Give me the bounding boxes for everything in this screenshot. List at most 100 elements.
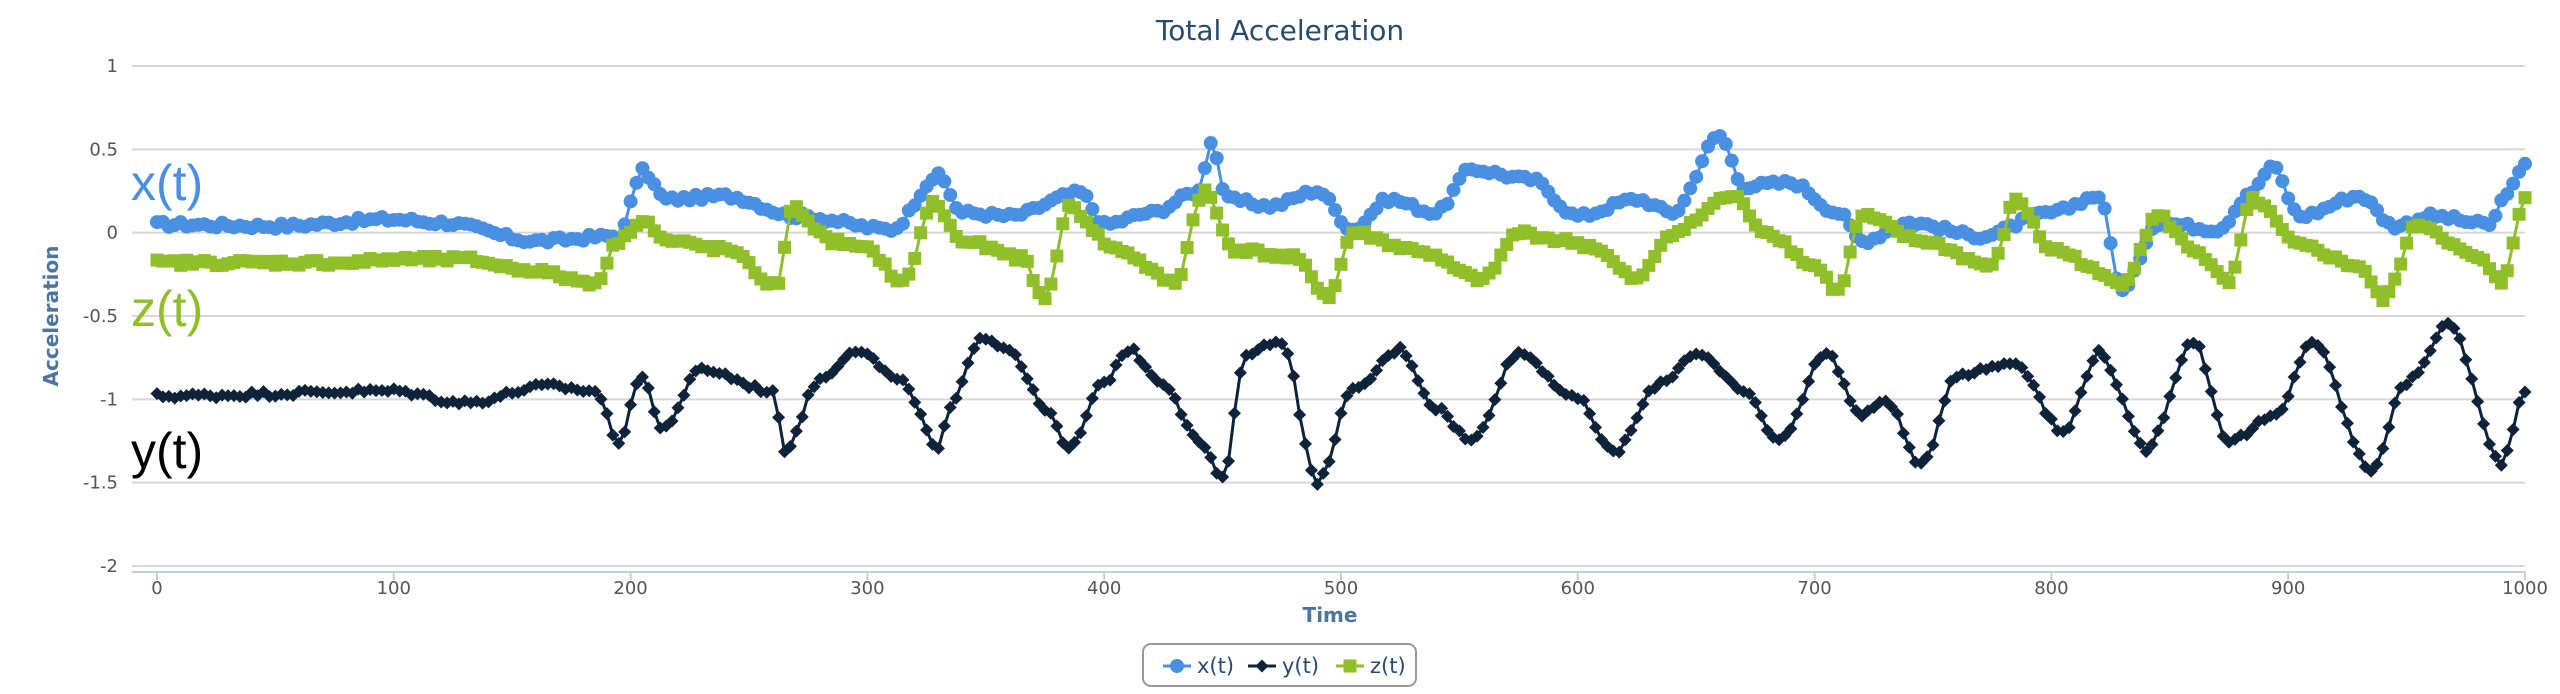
data-point	[1310, 477, 1324, 491]
x-tick-label: 300	[850, 578, 884, 599]
data-point	[641, 381, 655, 395]
data-point	[1724, 153, 1739, 168]
data-point	[931, 441, 945, 455]
data-point	[1831, 365, 1845, 379]
data-point	[1085, 391, 1099, 405]
data-point	[1204, 451, 1218, 465]
data-point	[961, 356, 975, 370]
data-point	[801, 388, 815, 402]
data-point	[2127, 424, 2141, 438]
data-point	[2080, 369, 2094, 383]
data-point	[908, 395, 922, 409]
data-point	[2228, 260, 2242, 274]
legend-label: y(t)	[1282, 654, 1319, 678]
data-point	[1293, 408, 1307, 422]
legend-item[interactable]: y(t)	[1248, 654, 1319, 678]
data-point	[1926, 438, 1940, 452]
data-point	[766, 384, 780, 398]
data-point	[2382, 285, 2396, 299]
data-point	[1760, 423, 1774, 437]
data-point	[1209, 151, 1224, 166]
data-point	[1748, 395, 1762, 409]
data-point	[2033, 390, 2047, 404]
legend-item[interactable]: z(t)	[1336, 654, 1406, 678]
data-point	[2127, 261, 2141, 275]
data-point	[1612, 445, 1626, 459]
data-point	[1340, 389, 1354, 403]
x-tick-label: 0	[151, 578, 162, 599]
data-point	[1991, 246, 2005, 260]
legend-item[interactable]: x(t)	[1163, 654, 1234, 678]
data-point	[1452, 424, 1466, 438]
data-point	[2500, 443, 2514, 457]
data-point	[1287, 369, 1301, 383]
data-point	[1139, 360, 1153, 374]
x-tick-label: 400	[1087, 578, 1121, 599]
data-point	[2104, 363, 2118, 377]
data-point	[2388, 272, 2402, 286]
data-point	[1186, 213, 1200, 227]
data-point	[1050, 249, 1064, 263]
data-point	[908, 251, 922, 265]
data-point	[1589, 420, 1603, 434]
data-point	[1618, 433, 1632, 447]
data-point	[2027, 378, 2041, 392]
data-point	[2518, 385, 2532, 399]
data-point	[1932, 414, 1946, 428]
data-point	[1334, 257, 1348, 271]
data-point	[1920, 450, 1934, 464]
data-point	[1198, 440, 1212, 454]
data-point	[1079, 409, 1093, 423]
data-point	[2506, 236, 2520, 250]
data-point	[2033, 230, 2047, 244]
data-point	[1754, 409, 1768, 423]
data-point	[2370, 457, 2384, 471]
series-0	[150, 129, 2532, 298]
data-point	[2015, 361, 2029, 375]
data-point	[1648, 249, 1662, 263]
legend[interactable]: x(t) y(t) z(t)	[1142, 643, 1417, 687]
data-point	[623, 194, 638, 209]
data-point	[2323, 360, 2337, 374]
data-point	[1624, 423, 1638, 437]
chart-title: Total Acceleration	[1155, 14, 1404, 47]
data-point	[937, 419, 951, 433]
data-point	[2512, 395, 2526, 409]
data-point	[772, 410, 786, 424]
data-point	[772, 276, 786, 290]
data-point	[1446, 182, 1461, 197]
data-point	[2169, 371, 2183, 385]
data-point	[629, 175, 644, 190]
data-point	[778, 240, 792, 254]
data-point	[2506, 176, 2521, 191]
data-point	[1784, 422, 1798, 436]
data-point	[949, 391, 963, 405]
data-point	[1529, 356, 1543, 370]
data-point	[1482, 408, 1496, 422]
data-point	[1411, 374, 1425, 388]
data-point	[1044, 406, 1058, 420]
data-point	[2275, 174, 2290, 189]
data-point	[1494, 248, 1508, 262]
data-point	[612, 436, 626, 450]
data-point	[1079, 188, 1094, 203]
data-point	[1470, 429, 1484, 443]
data-point	[1802, 374, 1816, 388]
data-point	[2394, 257, 2408, 271]
data-point	[499, 385, 513, 399]
data-point	[1476, 420, 1490, 434]
legend-box	[1142, 643, 1417, 687]
data-point	[624, 398, 638, 412]
data-point	[2157, 411, 2171, 425]
data-point	[1020, 254, 1034, 268]
data-point	[1885, 400, 1899, 414]
data-point	[1370, 363, 1384, 377]
data-point	[635, 370, 649, 384]
data-point	[1494, 376, 1508, 390]
data-point	[1435, 401, 1449, 415]
data-point	[2400, 236, 2414, 250]
data-point	[1630, 411, 1644, 425]
data-point	[2269, 160, 2284, 175]
data-point	[2281, 191, 2296, 206]
data-point	[1328, 279, 1342, 293]
